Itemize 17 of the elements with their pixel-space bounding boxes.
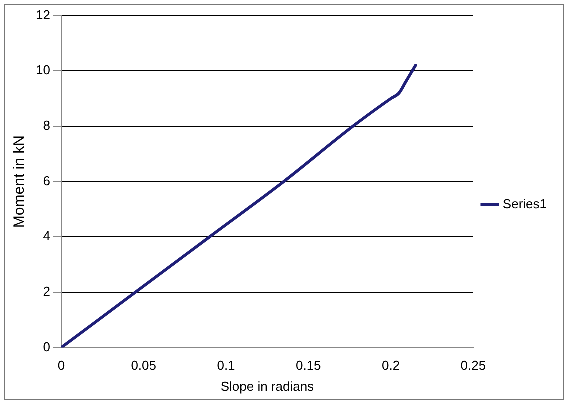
y-tick-label: 12 — [36, 7, 50, 22]
x-tick-label: 0.25 — [460, 358, 486, 374]
y-axis-title: Moment in kN — [11, 136, 28, 228]
x-tick-label: 0 — [58, 358, 66, 374]
y-tick-label: 8 — [43, 118, 50, 134]
x-tick-label: 0.1 — [217, 358, 236, 374]
y-tick-label: 2 — [43, 284, 50, 300]
y-tick-label: 10 — [36, 62, 50, 78]
legend-label: Series1 — [502, 196, 547, 212]
x-axis-title: Slope in radians — [220, 378, 315, 394]
x-tick-label: 0.05 — [131, 358, 157, 374]
x-tick-label: 0.2 — [382, 358, 400, 374]
y-tick-label: 4 — [43, 228, 50, 244]
x-tick-label: 0.15 — [296, 358, 322, 374]
y-tick-label: 0 — [43, 339, 50, 354]
y-tick-label: 6 — [43, 173, 50, 188]
line-series — [61, 64, 418, 348]
